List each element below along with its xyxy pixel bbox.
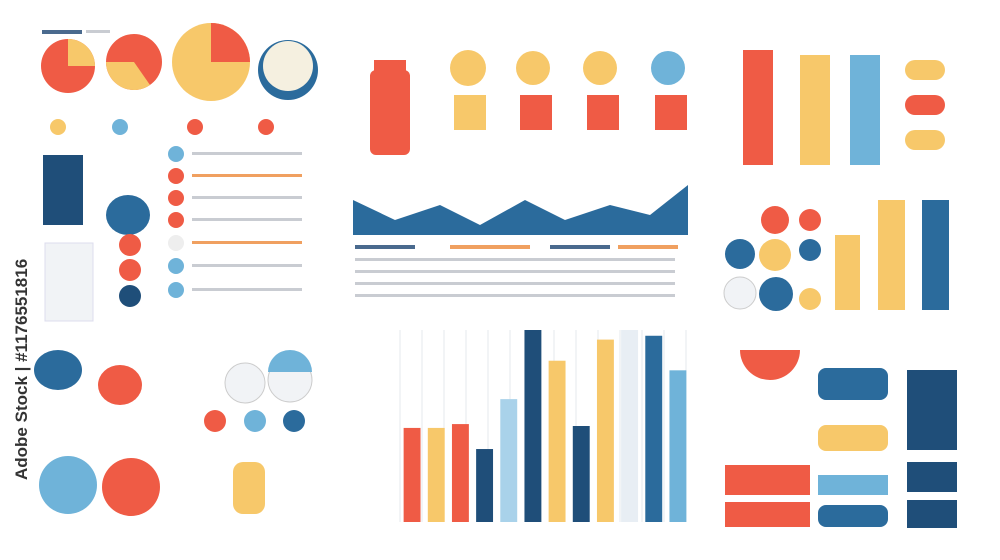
watermark: Adobe Stock | #1176551816 bbox=[12, 259, 31, 480]
bar bbox=[427, 427, 445, 522]
bar bbox=[403, 427, 421, 522]
bar-chart bbox=[399, 330, 687, 522]
bar bbox=[621, 330, 639, 522]
dot-list bbox=[119, 146, 302, 307]
bar bbox=[476, 449, 494, 522]
card bbox=[43, 155, 83, 225]
bottles bbox=[370, 50, 687, 155]
bar bbox=[500, 399, 518, 522]
pie-group bbox=[41, 23, 318, 135]
bar bbox=[524, 330, 542, 522]
area-band bbox=[353, 185, 688, 235]
bottom-left-icons bbox=[34, 350, 313, 516]
bar bbox=[645, 335, 663, 522]
bar bbox=[572, 426, 590, 522]
bar bbox=[669, 370, 687, 522]
cylinder bbox=[44, 242, 94, 322]
disc bbox=[106, 195, 150, 235]
bar bbox=[548, 360, 566, 522]
table-lines bbox=[355, 245, 678, 297]
right-icons bbox=[723, 50, 957, 528]
bar bbox=[451, 424, 469, 522]
bar bbox=[596, 339, 614, 522]
